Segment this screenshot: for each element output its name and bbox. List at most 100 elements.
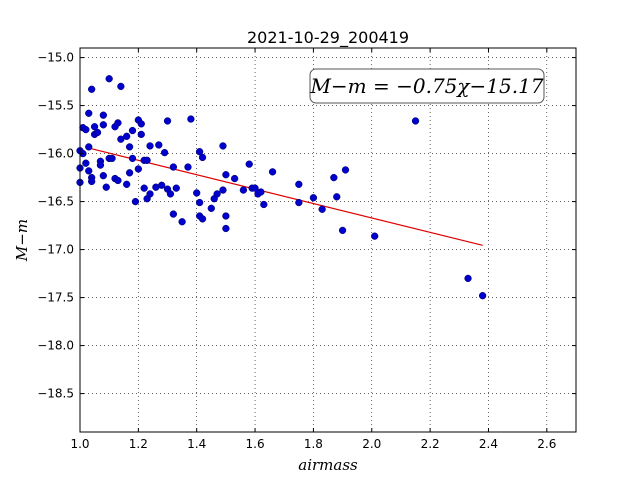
data-point <box>219 142 227 150</box>
y-tick-label: −17.0 <box>37 243 74 257</box>
data-point <box>245 160 253 168</box>
data-point <box>193 189 201 197</box>
data-point <box>85 167 93 175</box>
data-point <box>198 215 207 223</box>
data-point <box>114 119 122 127</box>
data-point <box>131 197 140 206</box>
data-point <box>123 132 131 140</box>
data-point <box>160 148 169 157</box>
data-point <box>99 172 107 180</box>
x-tick-label: 1.4 <box>187 437 206 451</box>
data-point <box>195 148 204 156</box>
x-tick-label: 1.8 <box>304 437 323 451</box>
x-tick-label: 1.2 <box>129 437 148 451</box>
data-point <box>143 156 151 164</box>
data-point <box>239 186 248 194</box>
data-point <box>96 161 105 169</box>
data-point <box>309 194 318 202</box>
data-point <box>295 198 303 207</box>
fit-annotation-text: M−m = −0.75χ−15.17 <box>309 74 543 98</box>
data-point <box>140 184 148 192</box>
data-point <box>257 188 265 196</box>
data-point <box>207 204 215 212</box>
fit-annotation-box <box>309 68 545 104</box>
chart-title: 2021-10-29_200419 <box>247 28 409 48</box>
data-point <box>222 171 230 179</box>
data-point <box>117 135 125 143</box>
data-point <box>169 210 178 218</box>
data-point <box>251 184 259 192</box>
data-point <box>341 166 350 174</box>
fit-line <box>88 147 483 246</box>
data-point <box>85 143 93 151</box>
data-point <box>163 117 172 125</box>
data-point <box>82 125 90 134</box>
data-point <box>330 173 338 182</box>
data-point <box>268 168 277 176</box>
x-tick-label: 2.0 <box>362 437 381 451</box>
data-point <box>102 183 110 191</box>
data-point <box>464 274 472 283</box>
data-point <box>172 184 180 192</box>
data-point <box>123 180 131 188</box>
data-point <box>158 181 166 189</box>
data-point <box>371 232 379 240</box>
data-point <box>213 190 221 198</box>
data-point <box>93 128 102 137</box>
y-tick-label: −16.5 <box>37 195 74 209</box>
data-point <box>222 212 230 220</box>
data-point <box>178 218 186 226</box>
data-point <box>128 126 137 135</box>
data-point <box>230 174 239 183</box>
x-tick-label: 2.6 <box>537 437 556 451</box>
data-point <box>108 154 116 163</box>
data-point <box>219 186 227 194</box>
data-point <box>155 141 163 149</box>
data-point <box>125 143 134 151</box>
data-point <box>338 226 347 235</box>
data-points <box>76 75 487 300</box>
data-point <box>128 154 137 163</box>
data-point <box>134 165 143 173</box>
data-point <box>333 193 341 201</box>
y-tick-label: −16.0 <box>37 147 74 161</box>
fit-line-group <box>88 147 483 246</box>
data-point <box>99 121 107 129</box>
data-point <box>125 169 134 177</box>
y-tick-label: −17.5 <box>37 291 74 305</box>
y-tick-label: −15.5 <box>37 99 74 113</box>
data-point <box>295 180 303 188</box>
data-point <box>318 205 326 213</box>
data-point <box>146 142 154 150</box>
data-point <box>105 75 113 83</box>
x-tick-label: 2.4 <box>479 437 498 451</box>
axis-ticks <box>79 48 576 432</box>
data-point <box>478 292 487 300</box>
x-tick-labels: 1.0 1.2 1.4 1.6 1.8 2.0 2.2 2.4 2.6 <box>70 437 556 451</box>
data-point <box>114 176 122 185</box>
data-point <box>166 190 175 198</box>
data-point <box>187 115 195 123</box>
data-point <box>222 224 230 233</box>
data-point <box>85 109 93 117</box>
data-point <box>88 85 96 93</box>
data-point <box>195 198 204 207</box>
data-point <box>260 200 268 209</box>
data-point <box>146 190 154 198</box>
data-point <box>411 117 420 125</box>
x-tick-label: 1.6 <box>246 437 265 451</box>
data-point <box>88 177 96 186</box>
data-point <box>169 163 178 171</box>
x-tick-label: 2.2 <box>421 437 440 451</box>
data-point <box>137 120 145 128</box>
y-tick-label: −18.5 <box>37 387 74 401</box>
x-tick-label: 1.0 <box>70 437 89 451</box>
data-point <box>82 159 90 167</box>
grid-lines <box>79 48 576 432</box>
data-point <box>137 130 145 139</box>
data-point <box>117 82 125 91</box>
y-tick-labels: −15.0 −15.5 −16.0 −16.5 −17.0 −17.5 −18.0 −18.5 <box>37 51 74 401</box>
data-point <box>198 153 207 162</box>
plot-frame <box>79 47 577 433</box>
